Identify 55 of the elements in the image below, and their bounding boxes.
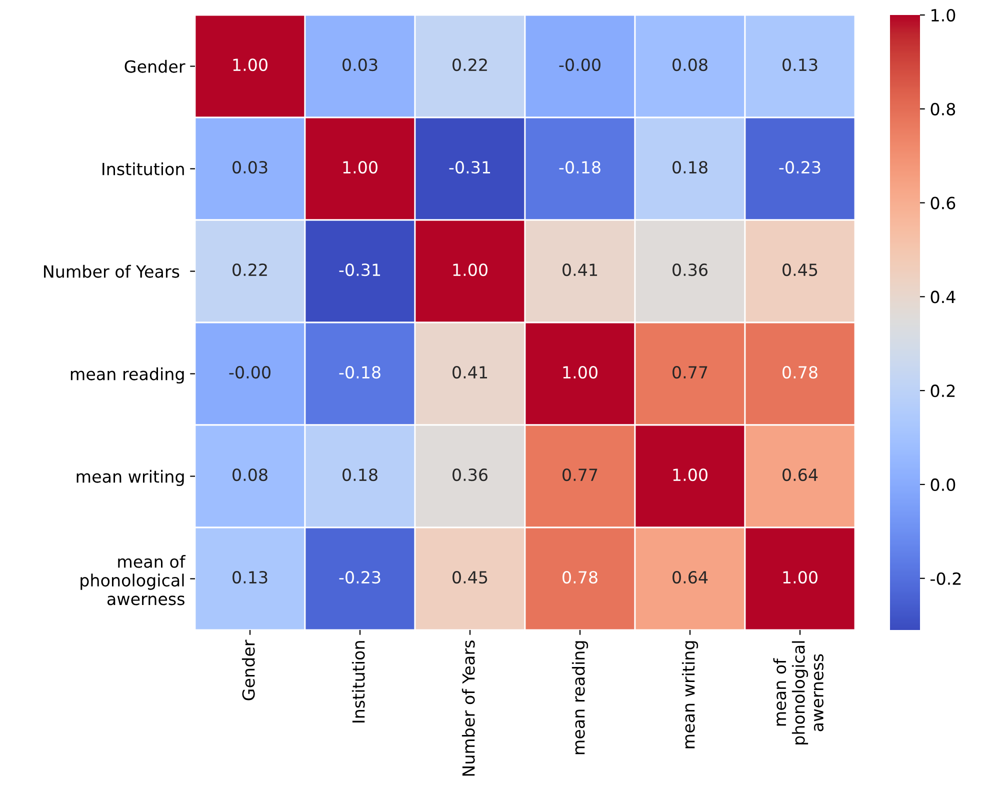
color-bar-label: 0.8	[930, 102, 956, 116]
data-label: 0.78	[562, 570, 598, 584]
data-label: -0.00	[559, 58, 600, 72]
x-tick-label: Institution	[352, 641, 365, 722]
x-tick-label: mean reading	[572, 641, 588, 754]
data-label: -0.23	[339, 570, 380, 584]
data-label: 0.08	[232, 468, 268, 482]
y-tick-label: mean reading	[70, 367, 184, 384]
data-label: 0.77	[672, 366, 708, 379]
data-label: 0.22	[452, 58, 487, 72]
x-tick-label: mean writing	[682, 641, 698, 748]
data-label: 0.36	[672, 263, 708, 276]
color-bar-label: 0.0	[930, 478, 956, 492]
y-tick-label: Institution	[102, 162, 184, 176]
data-label: -0.31	[339, 263, 380, 276]
y-tick-label: mean of phonological awerness	[80, 555, 186, 606]
y-tick-label: mean writing	[76, 470, 184, 486]
data-label: 1.00	[563, 366, 598, 379]
data-label: 0.18	[342, 468, 378, 482]
color-bar-label: 0.2	[930, 384, 955, 398]
data-label: 0.41	[562, 263, 598, 276]
data-label: -0.18	[559, 160, 600, 174]
data-label: 0.64	[782, 468, 818, 482]
x-tick-label: Number of Years	[462, 640, 475, 776]
data-label: -0.31	[449, 160, 490, 174]
data-label: 0.13	[782, 58, 818, 72]
data-label: 0.03	[232, 160, 268, 174]
data-label: 0.13	[232, 570, 268, 584]
data-label: 0.18	[672, 160, 708, 174]
x-tick-label: Gender	[242, 640, 255, 700]
data-label: 0.45	[782, 263, 818, 276]
color-bar-label: -0.2	[930, 572, 961, 585]
data-label: 1.00	[343, 160, 378, 174]
data-label: 1.00	[233, 58, 268, 72]
data-label: -0.18	[339, 366, 380, 379]
data-label: 0.64	[672, 570, 708, 584]
data-label: 0.22	[232, 263, 267, 276]
y-tick-label: Number of Years	[44, 264, 180, 278]
color-bar-label: 0.4	[930, 290, 956, 304]
data-label: 1.00	[783, 570, 818, 584]
x-tick-label: mean of phonological awerness	[773, 641, 824, 744]
data-label: 0.45	[452, 570, 488, 584]
data-label: 1.00	[453, 263, 488, 276]
y-tick-label: Gender	[124, 60, 186, 73]
color-bar-label: 0.6	[930, 196, 956, 210]
data-label: 0.41	[452, 366, 488, 379]
data-label: -0.00	[229, 366, 270, 379]
data-label: 0.08	[672, 58, 708, 72]
data-label: 0.03	[342, 58, 378, 72]
data-label: 0.77	[562, 468, 598, 482]
color-bar-label: 1.0	[932, 8, 956, 22]
data-label: -0.23	[779, 160, 820, 174]
data-label: 0.78	[782, 366, 818, 379]
data-label: 0.36	[452, 468, 488, 482]
data-label: 1.00	[673, 468, 708, 482]
